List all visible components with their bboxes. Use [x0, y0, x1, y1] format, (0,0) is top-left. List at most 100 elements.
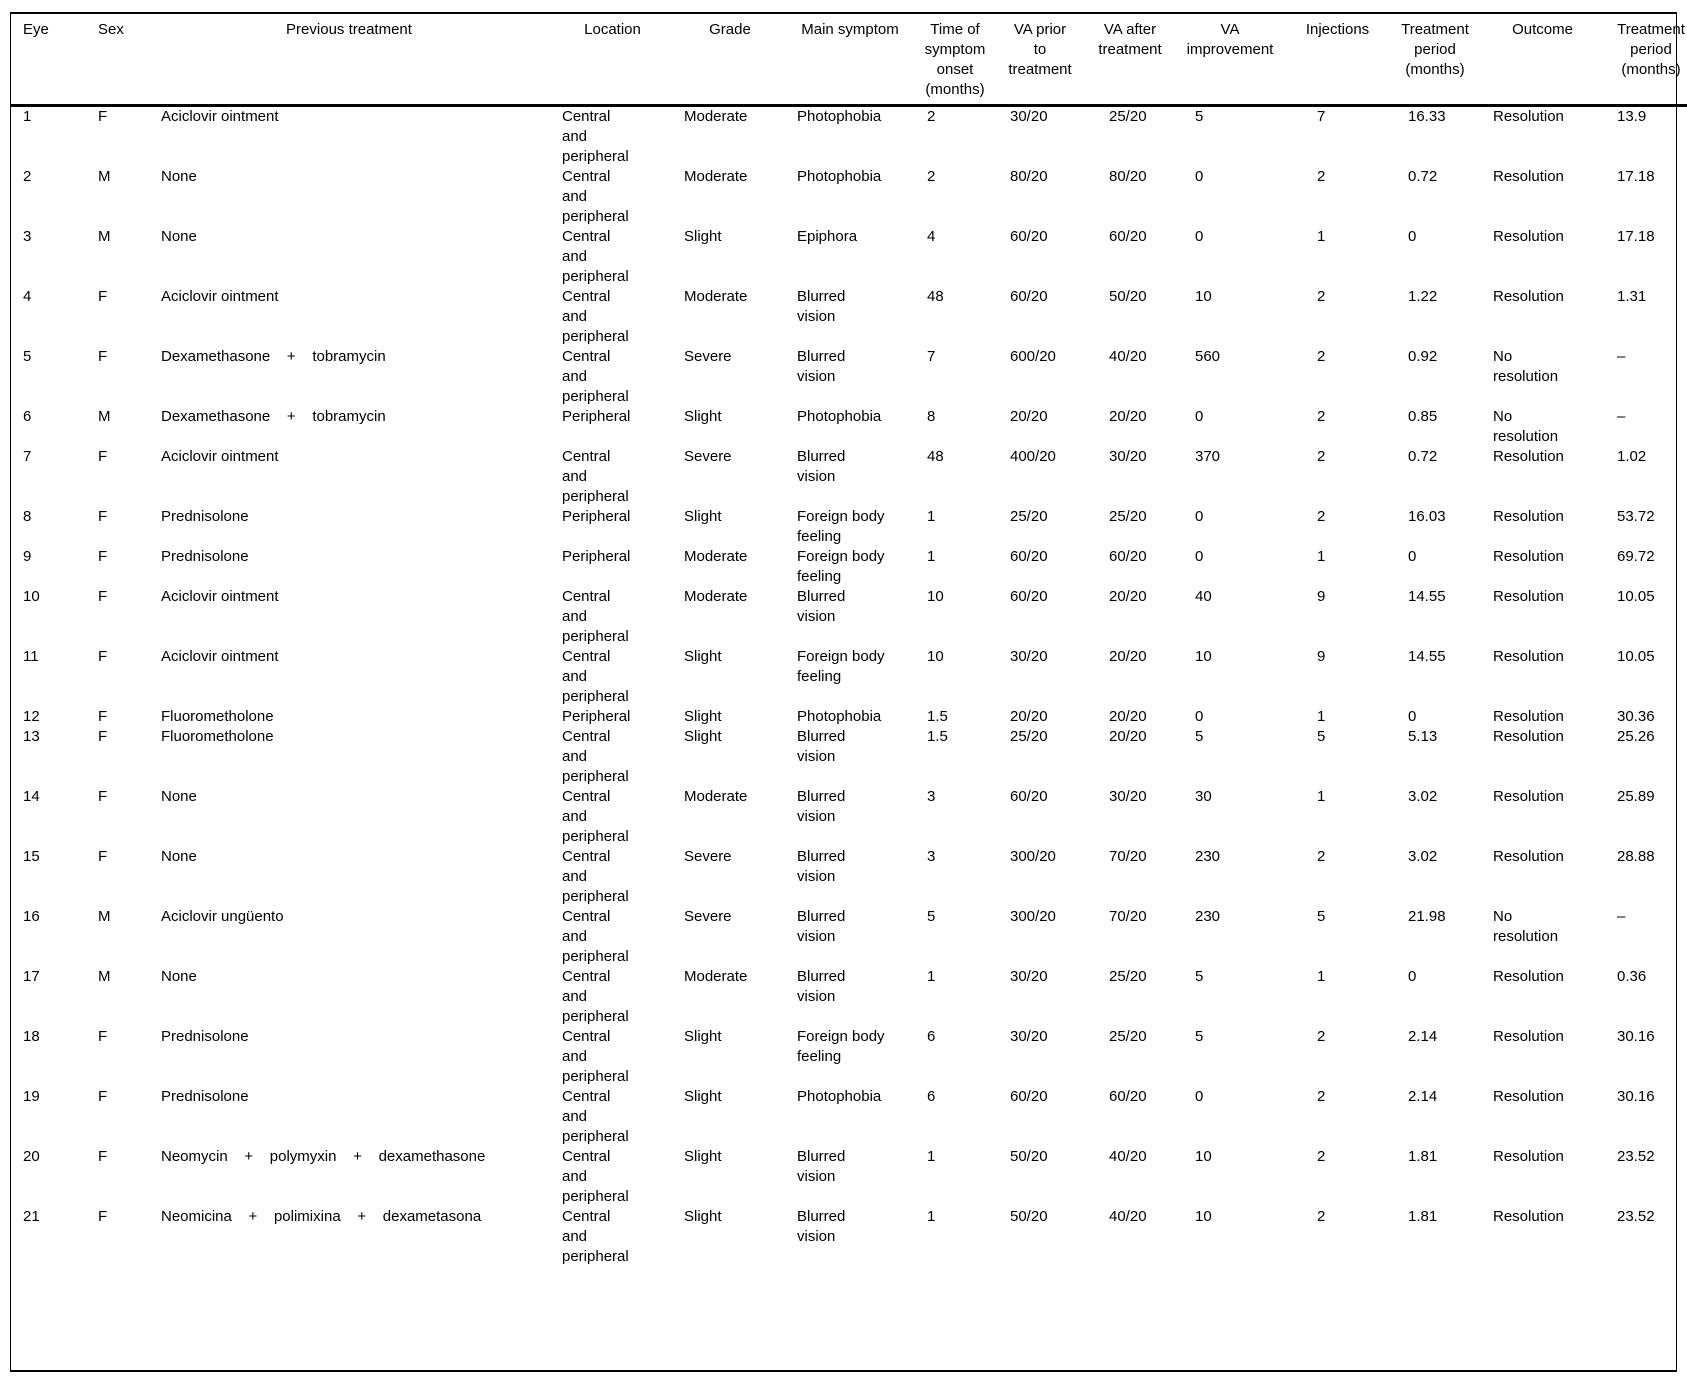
cell-treatment-period: 1.81: [1408, 1208, 1438, 1225]
cell-sex: F: [98, 548, 108, 565]
cell-main-symptom: Foreign body feeling: [797, 548, 885, 585]
cell-va-improvement: 30: [1195, 788, 1212, 805]
cell-outcome: No resolution: [1493, 408, 1559, 445]
cell-injections: 1: [1317, 228, 1326, 245]
cell-location: Central and peripheral: [562, 908, 629, 965]
cell-treatment-period-2: 17.18: [1617, 228, 1655, 245]
cell-va-improvement: 230: [1195, 848, 1221, 865]
cell-sex: M: [98, 168, 111, 185]
cell-time-of-symptom-onset: 48: [927, 288, 944, 305]
cell-va-prior-to-treatment: 60/20: [1010, 548, 1048, 565]
cell-time-of-symptom-onset: 48: [927, 448, 944, 465]
cell-treatment-period: 0.85: [1408, 408, 1438, 425]
cell-treatment-period: 0: [1408, 708, 1417, 725]
cell-outcome: Resolution: [1493, 848, 1564, 865]
cell-main-symptom: Photophobia: [797, 108, 882, 125]
cell-eye: 3: [23, 228, 32, 245]
cell-va-prior-to-treatment: 80/20: [1010, 168, 1048, 185]
col-header-location: Location: [550, 14, 675, 107]
cell-eye: 11: [23, 648, 39, 665]
cell-injections: 2: [1317, 1088, 1326, 1105]
cell-sex: F: [98, 648, 108, 665]
cell-treatment-period: 21.98: [1408, 908, 1446, 925]
table-frame: Eye Sex Previous treatment Location Grade Mai…: [10, 12, 1687, 1372]
cell-eye: 1: [23, 108, 32, 125]
table-row: 9 F Prednisolone Peripheral Moderate Foreign …: [11, 547, 1687, 587]
cell-treatment-period: 3.02: [1408, 848, 1438, 865]
cell-eye: 6: [23, 408, 32, 425]
cell-main-symptom: Photophobia: [797, 1088, 882, 1105]
cell-eye: 14: [23, 788, 40, 805]
cell-previous-treatment: Fluorometholone: [161, 728, 274, 745]
cell-time-of-symptom-onset: 8: [927, 408, 936, 425]
cell-grade: Moderate: [684, 548, 748, 565]
cell-location: Central and peripheral: [562, 168, 629, 225]
cell-treatment-period-2: 1.02: [1617, 448, 1647, 465]
table-row: 6 M Dexamethasone + tobramycin Peripheral Sl…: [11, 407, 1687, 447]
cell-va-improvement: 5: [1195, 1028, 1204, 1045]
table-row: 3 M None Central and peripheral Slight Epipho…: [11, 227, 1687, 287]
cell-va-improvement: 370: [1195, 448, 1221, 465]
cell-va-improvement: 10: [1195, 288, 1212, 305]
cell-treatment-period-2: 23.52: [1617, 1148, 1655, 1165]
cell-time-of-symptom-onset: 10: [927, 648, 944, 665]
cell-outcome: Resolution: [1493, 708, 1564, 725]
cell-va-after-treatment: 20/20: [1109, 708, 1147, 725]
col-header-outcome: Outcome: [1480, 14, 1605, 107]
cell-va-improvement: 0: [1195, 708, 1204, 725]
cell-outcome: Resolution: [1493, 1148, 1564, 1165]
cell-grade: Severe: [684, 848, 732, 865]
cell-location: Peripheral: [562, 708, 631, 725]
cell-injections: 2: [1317, 288, 1326, 305]
cell-injections: 1: [1317, 708, 1326, 725]
cell-eye: 2: [23, 168, 32, 185]
cell-injections: 2: [1317, 168, 1326, 185]
table-row: 19 F Prednisolone Central and peripheral Sli…: [11, 1087, 1687, 1147]
cell-treatment-period-2: 10.05: [1617, 648, 1655, 665]
cell-outcome: Resolution: [1493, 168, 1564, 185]
cell-previous-treatment: None: [161, 848, 197, 865]
cell-grade: Slight: [684, 728, 722, 745]
cell-main-symptom: Blurred vision: [797, 448, 846, 485]
cell-location: Central and peripheral: [562, 348, 629, 405]
cell-time-of-symptom-onset: 10: [927, 588, 944, 605]
cell-grade: Moderate: [684, 968, 748, 985]
cell-injections: 1: [1317, 788, 1326, 805]
cell-injections: 2: [1317, 408, 1326, 425]
cell-outcome: Resolution: [1493, 288, 1564, 305]
cell-grade: Moderate: [684, 788, 748, 805]
cell-time-of-symptom-onset: 4: [927, 228, 936, 245]
cell-sex: F: [98, 108, 108, 125]
cell-grade: Slight: [684, 1088, 722, 1105]
cell-treatment-period: 0: [1408, 548, 1417, 565]
cell-va-prior-to-treatment: 50/20: [1010, 1208, 1048, 1225]
cell-previous-treatment: Aciclovir ointment: [161, 648, 279, 665]
cell-va-improvement: 0: [1195, 228, 1204, 245]
cell-injections: 2: [1317, 848, 1326, 865]
cell-eye: 9: [23, 548, 32, 565]
cell-treatment-period: 2.14: [1408, 1088, 1438, 1105]
col-header-sex: Sex: [91, 14, 148, 107]
cell-previous-treatment: Dexamethasone + tobramycin: [161, 348, 386, 365]
table-row: 17 M None Central and peripheral Moderate Blu…: [11, 967, 1687, 1027]
cell-treatment-period: 0.72: [1408, 168, 1438, 185]
cell-va-improvement: 0: [1195, 408, 1204, 425]
cell-time-of-symptom-onset: 5: [927, 908, 936, 925]
cell-time-of-symptom-onset: 6: [927, 1088, 936, 1105]
cell-sex: F: [98, 788, 108, 805]
cell-treatment-period: 0.72: [1408, 448, 1438, 465]
cell-va-after-treatment: 50/20: [1109, 288, 1147, 305]
table-row: 7 F Aciclovir ointment Central and peripher…: [11, 447, 1687, 507]
cell-va-after-treatment: 40/20: [1109, 348, 1147, 365]
cell-va-improvement: 0: [1195, 1088, 1204, 1105]
table-header: Eye Sex Previous treatment Location Grade Mai…: [11, 14, 1687, 107]
table-row: 15 F None Central and peripheral Severe Blurr…: [11, 847, 1687, 907]
cell-location: Central and peripheral: [562, 448, 629, 505]
cell-outcome: No resolution: [1493, 908, 1559, 945]
cell-va-prior-to-treatment: 20/20: [1010, 408, 1048, 425]
cell-treatment-period-2: 23.52: [1617, 1208, 1655, 1225]
table-row: 12 F Fluorometholone Peripheral Slight Photop…: [11, 707, 1687, 727]
col-header-injections: Injections: [1285, 14, 1390, 107]
cell-treatment-period-2: 25.26: [1617, 728, 1655, 745]
cell-location: Peripheral: [562, 508, 631, 525]
